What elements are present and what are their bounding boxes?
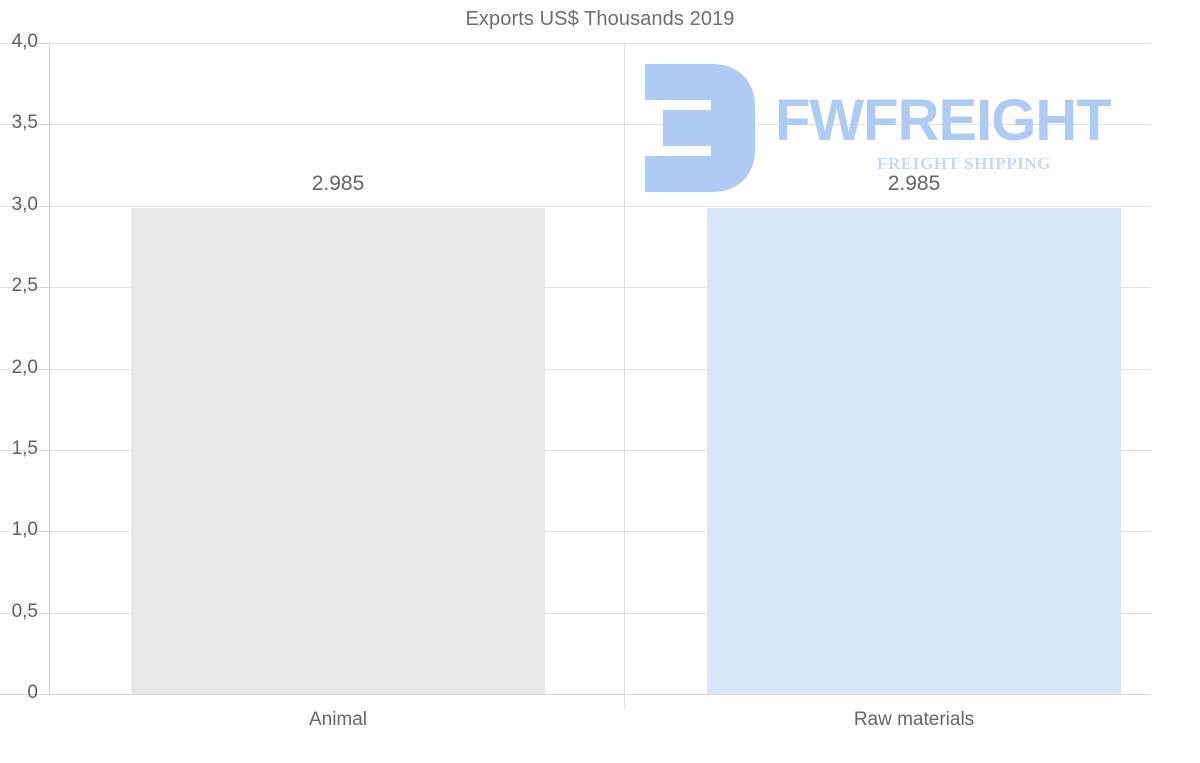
y-axis-label-0: 0	[27, 682, 38, 703]
bar-value-label-animal: 2.985	[311, 172, 365, 195]
gridline-3-5	[0, 124, 1151, 125]
y-tick-1-5	[41, 450, 49, 451]
y-tick-3-0	[41, 206, 49, 207]
y-axis-label-3-5: 3,5	[11, 112, 38, 133]
y-axis-label-3-0: 3,0	[11, 194, 38, 215]
gridline-2-0	[0, 369, 1151, 370]
y-axis-label-0-5: 0,5	[11, 601, 38, 622]
watermark-tagline: FREIGHT SHIPPING	[877, 154, 1052, 173]
bar-raw-materials[interactable]	[707, 208, 1121, 694]
x-axis-label-raw-materials: Raw materials	[853, 709, 975, 730]
y-tick-0	[41, 694, 49, 695]
y-axis-label-1-0: 1,0	[11, 519, 38, 540]
bar-value-label-raw-materials: 2.985	[887, 172, 941, 195]
y-tick-3-5	[41, 124, 49, 125]
watermark-wordmark: FWFREIGHT	[775, 88, 1112, 153]
category-divider	[624, 43, 625, 710]
gridline-3-0	[0, 206, 1151, 207]
gridline-1-5	[0, 450, 1151, 451]
y-axis-label-4-0: 4,0	[11, 31, 38, 52]
gridline-0-5	[0, 613, 1151, 614]
y-tick-1-0	[41, 531, 49, 532]
y-axis-label-2-0: 2,0	[11, 357, 38, 378]
gridline-2-5	[0, 287, 1151, 288]
x-axis-label-animal: Animal	[308, 709, 368, 730]
y-axis-label-2-5: 2,5	[11, 275, 38, 296]
y-tick-2-0	[41, 369, 49, 370]
y-axis-label-1-5: 1,5	[11, 438, 38, 459]
chart-title: Exports US$ Thousands 2019	[465, 8, 735, 30]
y-axis-line	[49, 43, 50, 694]
gridline-1-0	[0, 531, 1151, 532]
gridline-4-0	[0, 43, 1151, 44]
y-tick-0-5	[41, 613, 49, 614]
y-tick-2-5	[41, 287, 49, 288]
y-tick-4-0	[41, 43, 49, 44]
gridline-baseline-0	[0, 694, 1151, 695]
bar-animal[interactable]	[131, 208, 545, 694]
